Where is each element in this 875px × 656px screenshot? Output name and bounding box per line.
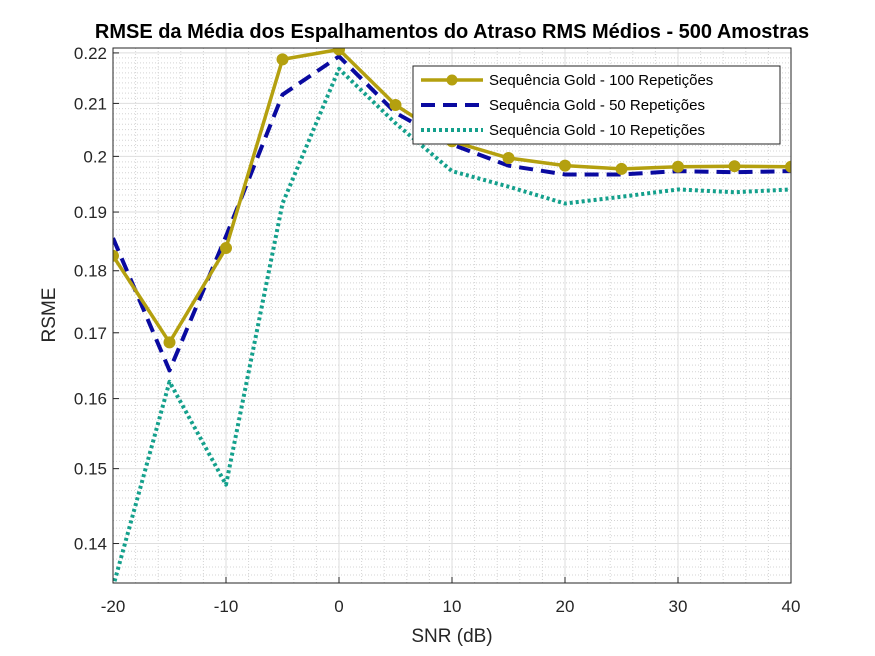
x-tick-label: -10 — [214, 597, 239, 616]
legend-entry-label: Sequência Gold - 100 Repetições — [489, 72, 713, 89]
y-tick-label: 0.21 — [74, 94, 107, 113]
x-axis-label: SNR (dB) — [411, 626, 492, 647]
y-axis-ticks: 0.14 0.15 0.16 0.17 0.18 0.19 0.2 0.21 0.22 — [74, 44, 119, 554]
x-tick-label: -20 — [101, 597, 126, 616]
y-tick-label: 0.14 — [74, 535, 107, 554]
data-point-marker — [502, 152, 515, 165]
y-axis-label: RSME — [39, 288, 60, 343]
data-point-marker — [333, 48, 345, 56]
x-tick-label: 30 — [669, 597, 688, 616]
data-point-marker — [389, 98, 402, 111]
legend-marker — [446, 74, 458, 86]
y-tick-label: 0.2 — [83, 147, 107, 166]
data-point-marker — [559, 159, 571, 172]
data-point-marker — [785, 160, 791, 173]
legend-entry-label: Sequência Gold - 50 Repetições — [489, 97, 705, 114]
data-point-marker — [113, 249, 119, 262]
data-point-marker — [276, 53, 289, 66]
series-line — [113, 66, 791, 583]
data-point-marker — [220, 242, 232, 255]
data-point-marker — [163, 336, 176, 349]
legend-entry-label: Sequência Gold - 10 Repetições — [489, 122, 705, 139]
data-point-marker — [672, 160, 684, 173]
x-tick-label: 0 — [334, 597, 343, 616]
data-point-marker — [728, 160, 741, 173]
x-axis-ticks: -20 -10 0 10 20 30 40 — [101, 577, 801, 616]
y-tick-label: 0.16 — [74, 390, 107, 409]
y-tick-label: 0.17 — [74, 324, 107, 343]
legend: Sequência Gold - 100 Repetições Sequência… — [412, 65, 781, 145]
y-tick-label: 0.15 — [74, 460, 107, 479]
x-tick-label: 10 — [443, 597, 462, 616]
y-tick-label: 0.19 — [74, 203, 107, 222]
y-tick-label: 0.18 — [74, 262, 107, 281]
chart-title: RMSE da Média dos Espalhamentos do Atras… — [95, 21, 809, 43]
x-tick-label: 20 — [556, 597, 575, 616]
data-point-marker — [615, 162, 628, 175]
x-tick-label: 40 — [782, 597, 801, 616]
y-tick-label: 0.22 — [74, 44, 107, 63]
